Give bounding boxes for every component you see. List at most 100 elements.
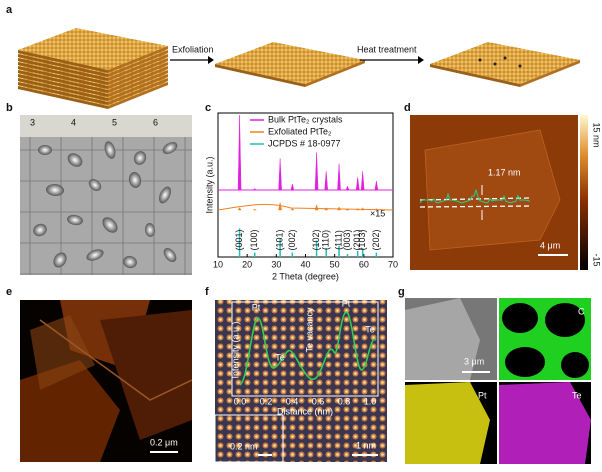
layer-side (18, 86, 108, 109)
crystal (88, 179, 102, 191)
peak (345, 208, 350, 211)
profile-box (231, 301, 379, 397)
profile-label: Pt (252, 302, 261, 312)
pt-map (405, 382, 490, 464)
layer-side (18, 70, 108, 93)
layer-side (108, 78, 168, 105)
arrow-head (418, 56, 424, 64)
te-map (499, 382, 591, 464)
legend-label: Bulk PtTe₂ crystals (268, 114, 343, 124)
crystal (46, 183, 64, 197)
profile-label: Te (365, 324, 375, 334)
peak (360, 207, 365, 211)
panel-label: f (205, 286, 209, 298)
peak (314, 152, 319, 191)
crystal (144, 223, 156, 237)
crystals (33, 141, 178, 269)
layer-side (18, 50, 108, 73)
peak (355, 208, 360, 211)
x-axis-label: Distance (nm) (277, 406, 333, 416)
layer-side (18, 62, 108, 85)
vacancy (518, 64, 522, 68)
peak (355, 177, 360, 191)
ruler-label: 5 (112, 117, 117, 127)
layer-side (108, 58, 168, 85)
layer-side (108, 70, 168, 97)
x-tick-label: 0.4 (286, 396, 299, 406)
peak (374, 208, 379, 211)
arrow-head (208, 56, 214, 64)
panel-label: e (6, 286, 12, 298)
peak (345, 185, 350, 191)
ruler-label: 6 (153, 117, 158, 127)
profile-curve (239, 311, 377, 386)
vacancy (503, 56, 507, 60)
x-tick-label: 70 (388, 259, 398, 269)
map-label: Pt (478, 390, 487, 400)
profile-label: Te (275, 352, 285, 362)
hkl-label: (101) (275, 229, 285, 250)
panel-label: c (205, 102, 211, 114)
flake (405, 298, 480, 380)
peak (337, 206, 341, 211)
profile-labels: Pt Te Te vacancy Pt Te 0.0 0.2 0.4 0.6 0.8 1.0 (234, 298, 377, 406)
x-tick-label: 1.0 (364, 396, 377, 406)
panel-label: d (404, 102, 411, 114)
hkl-label: (110) (321, 230, 331, 250)
x-tick-label: 0.6 (312, 396, 325, 406)
layer-side (520, 60, 580, 87)
crystal (162, 142, 178, 154)
xrd-chart: 10 20 30 40 50 60 70 2 Theta (degree) Intensity … (204, 112, 398, 281)
crystal-illustration (18, 28, 580, 109)
layer-side (18, 66, 108, 89)
x-tick-label: 40 (300, 259, 310, 269)
hkl-label: (103) (357, 229, 367, 250)
peak (324, 171, 328, 191)
hkl-label: (102) (311, 229, 321, 250)
hkl-label: (001) (234, 229, 244, 250)
hkl-label: (100) (249, 229, 259, 250)
profile-label: Te vacancy (304, 307, 314, 353)
peak (253, 208, 257, 211)
legend-label: JCPDS # 18-0977 (268, 138, 341, 148)
height-profile (419, 188, 531, 204)
crystal (102, 217, 118, 233)
scale-label: 3 μm (464, 356, 484, 366)
hkl-label: (201) (352, 229, 362, 250)
map-label: Te (572, 390, 582, 400)
layer-side (18, 58, 108, 81)
layer-side (18, 78, 108, 101)
legend-label: Exfoliated PtTe₂ (268, 126, 332, 136)
crystal (104, 141, 116, 159)
x-tick-label: 60 (359, 259, 369, 269)
crystal (67, 214, 83, 226)
flake (424, 129, 561, 251)
ruler-label: 3 (30, 117, 35, 127)
peak (314, 203, 319, 211)
peak (252, 188, 257, 191)
crystal (53, 252, 67, 268)
panel-label: g (398, 286, 405, 298)
scale-label: 1 nm (356, 440, 376, 450)
peak (290, 183, 295, 191)
hkl-label: (002) (287, 229, 297, 250)
crystal (38, 145, 52, 155)
inset-image (214, 414, 284, 463)
layer-side (108, 50, 168, 77)
ruler-label: 4 (71, 117, 76, 127)
layer (430, 42, 580, 84)
arrow-label: Heat treatment (357, 44, 417, 54)
colorbar (580, 115, 588, 270)
layer-side (108, 46, 168, 73)
x-tick-label: 0.2 (260, 396, 273, 406)
crystal (33, 223, 47, 237)
x-tick-label: 0.0 (234, 396, 247, 406)
scale-label: 0.2 μm (150, 437, 178, 447)
crystal (86, 249, 104, 261)
dash-line (419, 197, 531, 201)
layer-side (305, 60, 365, 87)
colorbar-min: -15 (592, 253, 602, 266)
scale-label: 0.2 nm (230, 441, 258, 451)
y-axis-label: Intensity (a.u.) (230, 321, 240, 378)
